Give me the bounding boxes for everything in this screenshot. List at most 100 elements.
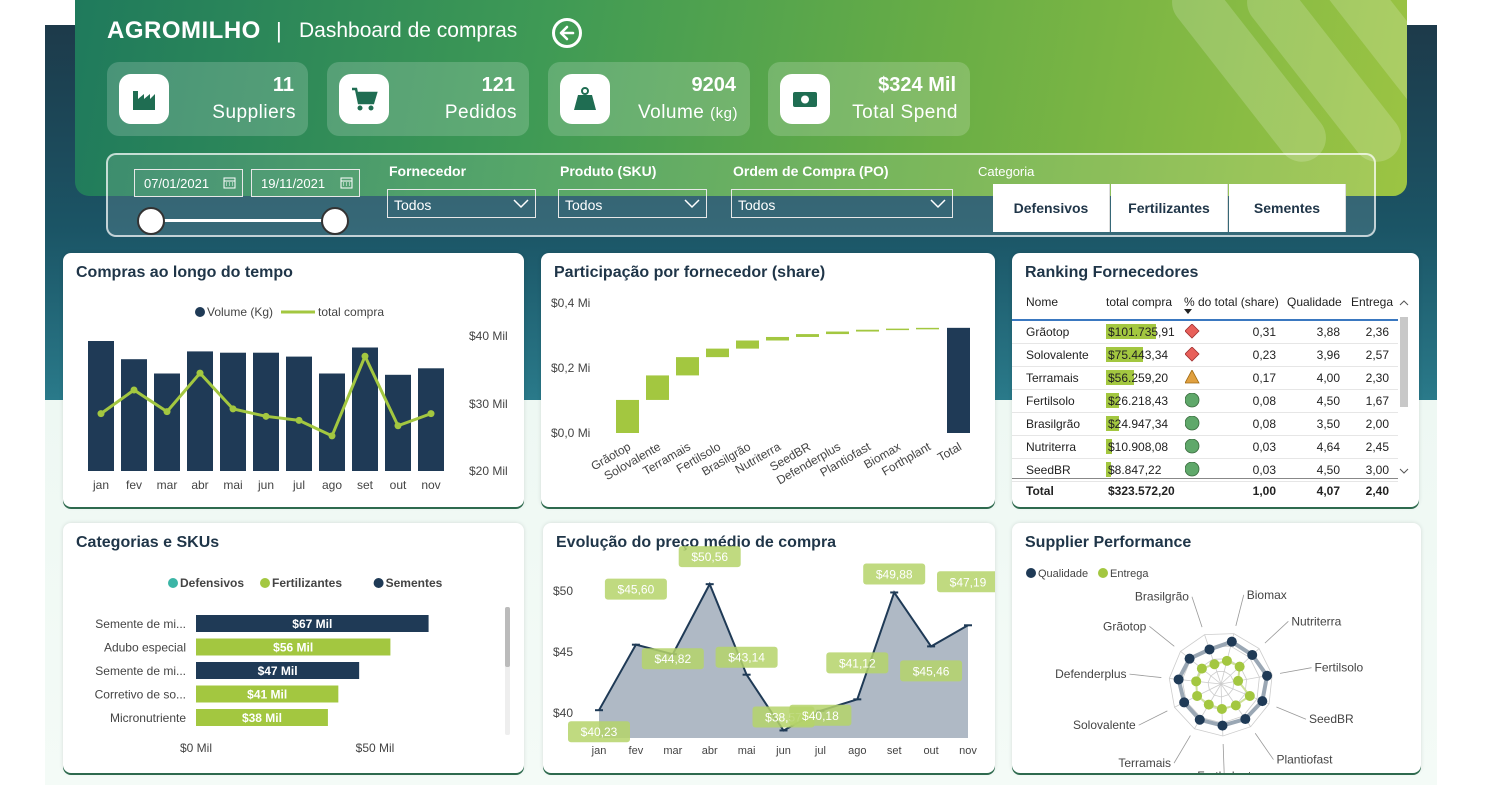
cell-total: $24.947,34	[1108, 417, 1169, 431]
data-label-box	[863, 563, 926, 585]
bar-sku	[196, 685, 339, 703]
bar-fornecedor	[796, 334, 819, 337]
line-point	[295, 416, 303, 424]
radar-grid	[1168, 633, 1273, 737]
data-label: $40,23	[581, 725, 618, 739]
x-tick-label: $50 Mil	[356, 741, 395, 755]
data-label: $44,82	[654, 652, 691, 666]
bar-fornecedor	[826, 331, 849, 335]
cell-qualidade: 4,64	[1316, 440, 1340, 454]
table-row[interactable]: SeedBR $8.847,22 0,03 4,50 3,00	[1012, 458, 1398, 482]
table-scrollbar[interactable]	[1399, 297, 1409, 477]
table-row[interactable]: Terramais $56.259,20 0,17 4,00 2,30	[1012, 366, 1398, 390]
y-tick-label: Adubo especial	[104, 641, 186, 655]
cell-entrega: 1,67	[1365, 394, 1389, 408]
radar-point	[1247, 649, 1258, 660]
categoria-button-sementes[interactable]: Sementes	[1229, 184, 1346, 232]
col-header-share[interactable]: % do total (share)	[1184, 295, 1279, 309]
data-label-box	[678, 546, 741, 568]
bar-volume	[286, 356, 312, 471]
radar-axis-label: Terramais	[1118, 756, 1171, 770]
bar-sku	[196, 615, 429, 632]
table-row[interactable]: Solovalente $75.443,34 0,23 3,96 2,57	[1012, 343, 1398, 367]
categoria-button-fertilizantes[interactable]: Fertilizantes	[1111, 184, 1228, 232]
legend-total-label: total compra	[318, 305, 384, 319]
cell-qualidade: 4,50	[1316, 463, 1340, 477]
legend-label: Defensivos	[180, 576, 244, 590]
po-select[interactable]: Todos	[731, 189, 953, 218]
data-label: $47,19	[950, 575, 987, 589]
col-header-total[interactable]: total compra	[1106, 295, 1173, 309]
radar-point	[1262, 670, 1273, 681]
cell-qualidade: 3,50	[1316, 417, 1340, 431]
col-header-qualidade[interactable]: Qualidade	[1287, 295, 1342, 309]
cell-total-bar	[1106, 393, 1119, 408]
radar-point	[1257, 696, 1268, 707]
date-start-value: 07/01/2021	[144, 176, 210, 191]
bar-fornecedor	[916, 327, 939, 330]
table-row[interactable]: Fertilsolo $26.218,43 0,08 4,50 1,67	[1012, 389, 1398, 413]
status-circle-green-icon	[1185, 439, 1200, 454]
cell-nome: Nutriterra	[1026, 440, 1077, 454]
status-diamond-red-icon	[1185, 347, 1200, 362]
data-label-box	[641, 648, 704, 670]
cell-nome: Fertilsolo	[1026, 394, 1075, 408]
categoria-label: Categoria	[978, 164, 1035, 179]
cell-total-bar	[1106, 462, 1111, 477]
date-end-value: 19/11/2021	[261, 176, 326, 191]
x-tick-label: jul	[814, 745, 826, 757]
total-compra: $323.572,20	[1108, 484, 1175, 498]
radar-point	[1233, 675, 1244, 686]
x-tick-label: Total	[935, 439, 964, 464]
y-tick-label: $45	[553, 645, 573, 659]
bar-fornecedor	[766, 336, 789, 341]
date-end-input[interactable]: 19/11/2021	[251, 169, 360, 197]
line-point	[97, 410, 105, 418]
radar-axis-label: Nutriterra	[1291, 614, 1341, 628]
fornecedor-select[interactable]: Todos	[387, 189, 536, 218]
data-label-box	[789, 704, 852, 726]
cell-share: 0,23	[1252, 348, 1276, 362]
radar-axis-label: SeedBR	[1309, 712, 1354, 726]
legend-marker	[1026, 568, 1036, 578]
date-start-input[interactable]: 07/01/2021	[134, 169, 243, 197]
x-tick-label: fev	[629, 745, 644, 757]
kpi-label: Pedidos	[444, 102, 517, 123]
cell-share: 0,08	[1252, 417, 1276, 431]
chevron-down-icon	[684, 199, 700, 209]
chevron-down-icon	[513, 199, 529, 209]
radar-leader-line	[1276, 706, 1307, 720]
legend-volume-label: Volume (Kg)	[207, 305, 273, 319]
weight-icon	[560, 74, 610, 124]
kpi-label: Volume (kg)	[638, 102, 738, 123]
produto-select[interactable]: Todos	[558, 189, 707, 218]
table-row[interactable]: Nutriterra $10.908,08 0,03 4,64 2,45	[1012, 435, 1398, 459]
back-button[interactable]	[552, 18, 582, 48]
col-header-nome[interactable]: Nome	[1026, 295, 1059, 309]
legend-marker	[260, 578, 270, 588]
status-circle-green-icon	[1185, 393, 1200, 408]
date-slider-track[interactable]	[150, 219, 335, 222]
calendar-icon	[223, 177, 236, 189]
total-entrega: 2,40	[1365, 484, 1389, 498]
x-tick-label: nov	[421, 478, 440, 492]
kpi-unit: (kg)	[710, 105, 738, 122]
categoria-button-defensivos[interactable]: Defensivos	[993, 184, 1110, 232]
table-row[interactable]: Brasilgrão $24.947,34 0,08 3,50 2,00	[1012, 412, 1398, 436]
scrollbar-thumb	[505, 607, 510, 667]
radar-axis-label: Defenderplus	[1055, 667, 1126, 681]
po-label: Ordem de Compra (PO)	[733, 163, 889, 179]
legend-label: Sementes	[386, 576, 443, 590]
radar-point	[1196, 663, 1207, 674]
x-tick-label: nov	[959, 745, 977, 757]
data-label: $43,14	[728, 651, 765, 665]
cell-share: 0,31	[1252, 325, 1276, 339]
date-slider-start-handle[interactable]	[137, 207, 165, 235]
page-title: Dashboard de compras	[299, 19, 518, 42]
col-header-entrega[interactable]: Entrega	[1351, 295, 1394, 309]
date-slider-end-handle[interactable]	[321, 207, 349, 235]
cell-entrega: 3,00	[1365, 463, 1389, 477]
bar-total	[947, 327, 970, 433]
radar-point	[1216, 703, 1227, 714]
table-row[interactable]: Grãotop $101.735,91 0,31 3,88 2,36	[1012, 320, 1398, 344]
